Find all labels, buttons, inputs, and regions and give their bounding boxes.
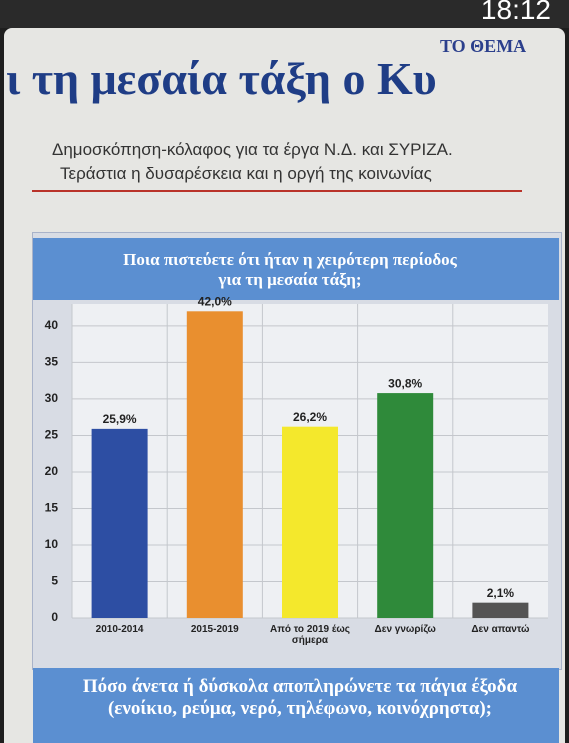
chart-title-banner bbox=[33, 238, 559, 300]
subhead: Δημοσκόπηση-κόλαφος για τα έργα Ν.Δ. και… bbox=[52, 140, 453, 159]
masthead: ΤΟ ΘΕΜΑ bbox=[440, 36, 527, 56]
y-tick-label: 25 bbox=[45, 428, 59, 442]
bar bbox=[377, 393, 434, 618]
bar bbox=[472, 602, 529, 618]
data-label: 30,8% bbox=[388, 376, 422, 390]
y-tick-label: 15 bbox=[45, 501, 59, 515]
status-bar bbox=[0, 0, 569, 28]
y-tick-label: 40 bbox=[45, 318, 59, 332]
y-tick-label: 35 bbox=[45, 355, 59, 369]
data-label: 2,1% bbox=[487, 586, 515, 600]
subhead: Τεράστια η δυσαρέσκεια και η οργή της κο… bbox=[60, 164, 432, 183]
x-tick-label: 2015-2019 bbox=[190, 624, 239, 635]
bar bbox=[186, 311, 243, 618]
x-tick-label: Δεν γνωρίζω bbox=[374, 624, 436, 635]
y-tick-label: 20 bbox=[45, 464, 59, 478]
data-label: 26,2% bbox=[293, 410, 327, 424]
divider bbox=[32, 190, 522, 192]
bar bbox=[282, 426, 338, 618]
chart-title: Ποια πιστεύετε ότι ήταν η χειρότερη περί… bbox=[123, 250, 457, 289]
y-tick-label: 5 bbox=[51, 574, 58, 588]
status-time: 18:12 bbox=[480, 0, 551, 25]
data-label: 25,9% bbox=[103, 412, 137, 426]
x-tick-label: 2010-2014 bbox=[95, 624, 144, 635]
bar bbox=[91, 428, 148, 618]
next-question-banner bbox=[33, 668, 559, 743]
y-tick-label: 10 bbox=[45, 537, 59, 551]
y-tick-label: 0 bbox=[51, 610, 58, 624]
headline: ι τη μεσαία τάξη ο Κυ bbox=[6, 53, 437, 104]
x-tick-label: Δεν απαντώ bbox=[471, 624, 530, 635]
data-label: 42,0% bbox=[198, 294, 232, 308]
y-tick-label: 30 bbox=[45, 391, 59, 405]
x-tick-label: Από το 2019 έως σήμερα bbox=[269, 624, 351, 646]
next-question: Πόσο άνετα ή δύσκολα αποπληρώνετε τα πάγ… bbox=[82, 676, 518, 719]
